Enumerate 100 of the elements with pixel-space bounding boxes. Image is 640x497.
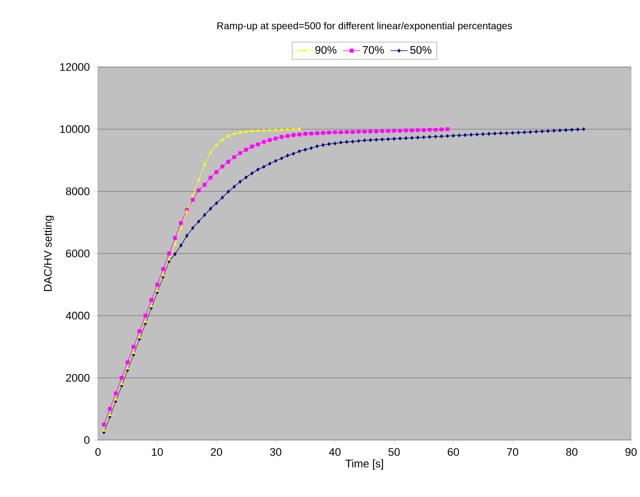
point bbox=[410, 128, 414, 132]
point bbox=[268, 128, 272, 132]
point bbox=[404, 128, 408, 132]
point bbox=[398, 128, 402, 133]
point bbox=[144, 320, 148, 323]
point bbox=[226, 134, 230, 138]
point bbox=[150, 304, 153, 308]
point bbox=[368, 129, 372, 134]
point bbox=[350, 130, 355, 134]
legend-label: 70% bbox=[362, 46, 384, 54]
point bbox=[256, 142, 260, 146]
point bbox=[256, 128, 260, 132]
legend-label: 90% bbox=[315, 46, 336, 54]
point bbox=[138, 329, 142, 334]
point bbox=[114, 398, 118, 401]
x-tick-label: 80 bbox=[566, 448, 578, 456]
point bbox=[238, 151, 242, 155]
point bbox=[202, 163, 206, 166]
x-tick-label: 50 bbox=[388, 448, 400, 456]
y-axis-title: DAC/HV setting bbox=[44, 216, 54, 291]
x-tick-label: 70 bbox=[507, 448, 518, 456]
point bbox=[344, 130, 349, 134]
point bbox=[416, 128, 420, 132]
point bbox=[220, 164, 224, 168]
point bbox=[440, 128, 444, 132]
point bbox=[268, 138, 272, 142]
point bbox=[102, 428, 106, 432]
point bbox=[238, 130, 242, 134]
point bbox=[196, 178, 200, 182]
point bbox=[196, 188, 201, 192]
y-tick-label: 6000 bbox=[66, 250, 90, 258]
x-tick-label: 0 bbox=[95, 448, 101, 456]
point bbox=[298, 127, 302, 130]
point bbox=[446, 127, 450, 132]
point bbox=[232, 132, 236, 135]
point bbox=[173, 242, 177, 246]
point bbox=[262, 140, 266, 144]
y-tick-label: 4000 bbox=[66, 312, 90, 320]
x-tick-label: 10 bbox=[152, 448, 163, 456]
point bbox=[149, 298, 154, 302]
point bbox=[161, 267, 166, 271]
point bbox=[214, 143, 218, 146]
point bbox=[173, 236, 177, 240]
point bbox=[374, 129, 378, 134]
point bbox=[292, 133, 296, 137]
point bbox=[244, 148, 248, 152]
x-tick-label: 60 bbox=[448, 448, 459, 456]
x-tick-label: 30 bbox=[270, 448, 282, 456]
point bbox=[179, 226, 183, 230]
point bbox=[232, 155, 236, 160]
point bbox=[315, 131, 320, 136]
point bbox=[297, 132, 302, 136]
point bbox=[428, 128, 432, 132]
point bbox=[108, 413, 112, 416]
point bbox=[156, 288, 159, 292]
point bbox=[120, 376, 124, 380]
point bbox=[143, 314, 148, 318]
point bbox=[179, 221, 183, 225]
y-tick-label: 2000 bbox=[66, 374, 90, 382]
point bbox=[167, 258, 171, 261]
x-tick-label: 90 bbox=[625, 448, 637, 456]
point bbox=[386, 129, 390, 133]
point bbox=[244, 130, 248, 133]
point bbox=[356, 130, 360, 134]
point bbox=[250, 144, 254, 148]
point bbox=[286, 134, 290, 138]
y-tick-label: 10000 bbox=[60, 125, 90, 134]
point bbox=[321, 130, 325, 135]
point bbox=[392, 128, 396, 133]
point bbox=[292, 128, 296, 131]
point bbox=[155, 282, 160, 286]
point bbox=[274, 136, 278, 140]
point bbox=[327, 130, 331, 134]
point bbox=[250, 129, 254, 132]
point bbox=[214, 170, 218, 174]
point bbox=[280, 128, 284, 131]
point bbox=[274, 128, 278, 132]
chart-title: Ramp-up at speed=500 for different linear/exponential percentages bbox=[217, 22, 512, 32]
x-tick-label: 20 bbox=[210, 448, 222, 456]
point bbox=[191, 194, 194, 198]
point bbox=[102, 422, 106, 426]
point bbox=[220, 138, 224, 141]
point bbox=[126, 360, 130, 364]
point bbox=[434, 128, 438, 132]
point bbox=[332, 130, 337, 134]
point bbox=[380, 129, 384, 133]
point bbox=[362, 130, 366, 134]
y-tick-label: 0 bbox=[84, 436, 90, 444]
point bbox=[208, 150, 212, 154]
y-tick-label: 12000 bbox=[60, 63, 90, 71]
point bbox=[262, 128, 266, 132]
point bbox=[309, 132, 314, 136]
legend-label: 50% bbox=[410, 46, 432, 54]
point bbox=[132, 344, 136, 349]
x-tick-label: 40 bbox=[329, 448, 341, 456]
point bbox=[167, 252, 171, 256]
point bbox=[114, 391, 118, 396]
point bbox=[108, 407, 112, 411]
point bbox=[208, 176, 212, 180]
point bbox=[202, 182, 206, 187]
